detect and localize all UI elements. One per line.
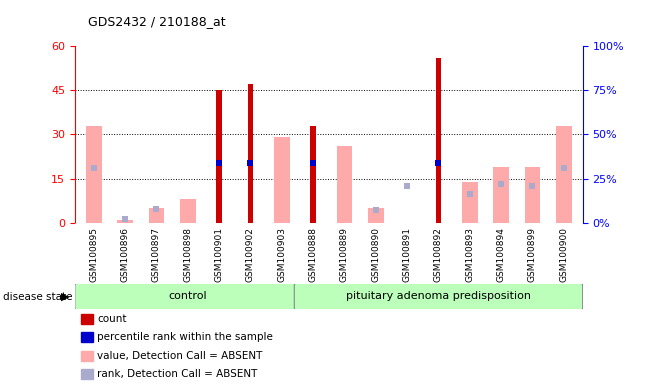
Bar xyxy=(337,146,352,223)
Text: GSM100891: GSM100891 xyxy=(402,227,411,282)
Bar xyxy=(462,182,478,223)
Text: rank, Detection Call = ABSENT: rank, Detection Call = ABSENT xyxy=(97,369,257,379)
Text: GSM100898: GSM100898 xyxy=(183,227,192,282)
Bar xyxy=(525,167,540,223)
FancyBboxPatch shape xyxy=(294,283,583,310)
Text: GSM100902: GSM100902 xyxy=(246,227,255,282)
Text: GSM100899: GSM100899 xyxy=(528,227,537,282)
Bar xyxy=(117,220,133,223)
Text: GSM100890: GSM100890 xyxy=(371,227,380,282)
Bar xyxy=(274,137,290,223)
Bar xyxy=(148,208,164,223)
Text: GSM100888: GSM100888 xyxy=(309,227,318,282)
Text: GDS2432 / 210188_at: GDS2432 / 210188_at xyxy=(88,15,225,28)
Text: ▶: ▶ xyxy=(61,291,69,302)
Text: GSM100895: GSM100895 xyxy=(89,227,98,282)
Text: control: control xyxy=(169,291,207,301)
Text: disease state: disease state xyxy=(3,291,73,302)
Text: value, Detection Call = ABSENT: value, Detection Call = ABSENT xyxy=(97,351,262,361)
Bar xyxy=(436,58,441,223)
Bar xyxy=(247,84,253,223)
Text: count: count xyxy=(97,314,126,324)
Bar xyxy=(216,90,222,223)
Bar xyxy=(180,199,195,223)
FancyBboxPatch shape xyxy=(75,283,301,310)
Text: pituitary adenoma predisposition: pituitary adenoma predisposition xyxy=(346,291,531,301)
Text: GSM100897: GSM100897 xyxy=(152,227,161,282)
Text: GSM100896: GSM100896 xyxy=(120,227,130,282)
Text: GSM100903: GSM100903 xyxy=(277,227,286,282)
Text: GSM100893: GSM100893 xyxy=(465,227,475,282)
Text: percentile rank within the sample: percentile rank within the sample xyxy=(97,332,273,342)
Text: GSM100900: GSM100900 xyxy=(559,227,568,282)
Text: GSM100892: GSM100892 xyxy=(434,227,443,282)
Text: GSM100894: GSM100894 xyxy=(497,227,506,282)
Bar xyxy=(86,126,102,223)
Bar xyxy=(311,126,316,223)
Bar xyxy=(493,167,509,223)
Text: GSM100901: GSM100901 xyxy=(215,227,223,282)
Text: GSM100889: GSM100889 xyxy=(340,227,349,282)
Bar xyxy=(368,208,383,223)
Bar xyxy=(556,126,572,223)
